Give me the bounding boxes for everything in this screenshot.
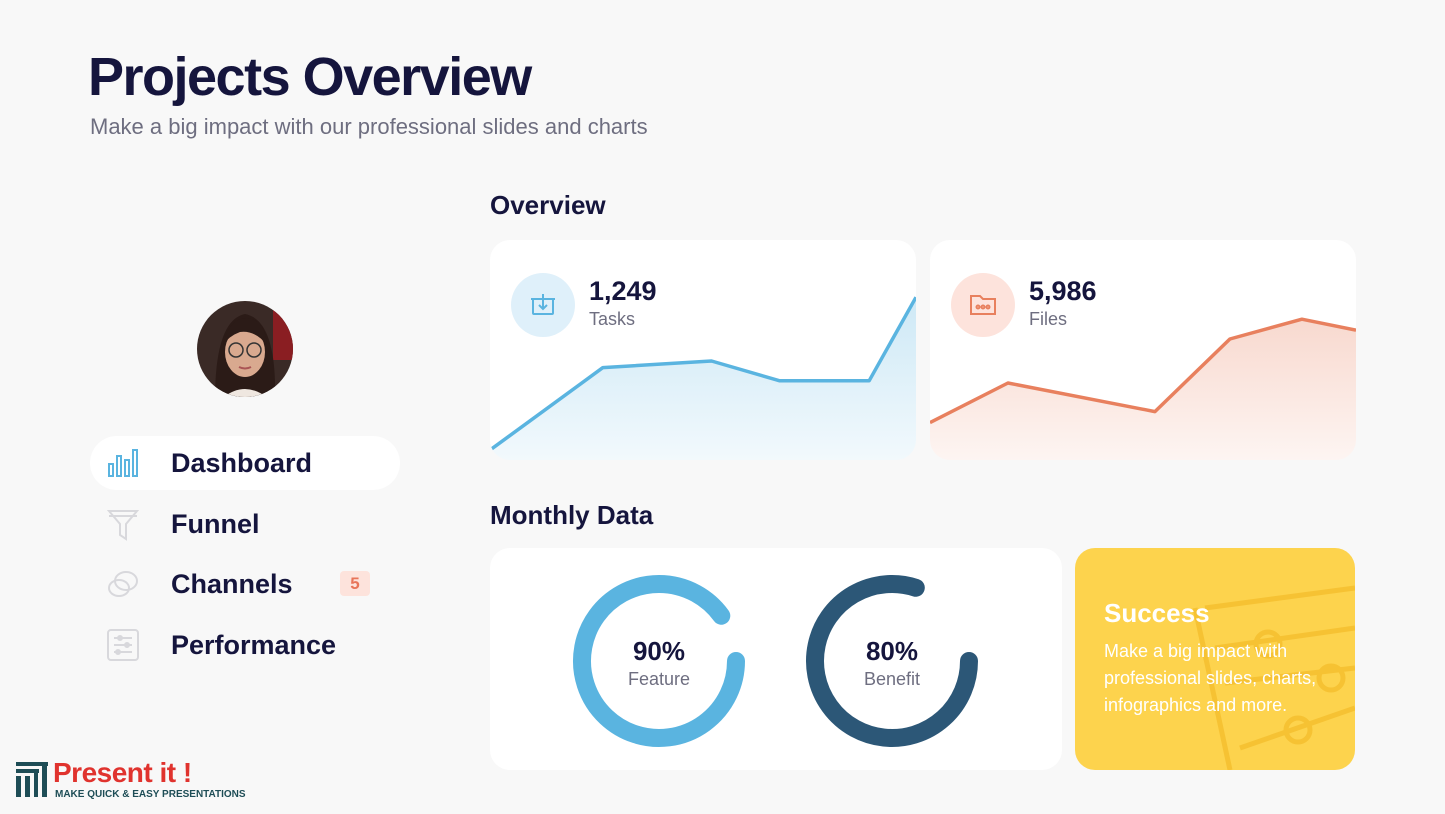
stat-label: Tasks	[589, 309, 636, 329]
menu-icon	[108, 571, 138, 597]
menu-label: Performance	[171, 629, 337, 660]
card-icon	[970, 295, 996, 315]
decoration	[1192, 585, 1355, 770]
page-subtitle: Make a big impact with our professional …	[90, 114, 648, 139]
menu-icon	[108, 449, 138, 477]
brand-logo	[16, 762, 48, 797]
stat-card: 1,249 Tasks	[490, 240, 916, 460]
brand-tagline: MAKE QUICK & EASY PRESENTATIONS	[55, 789, 246, 800]
success-card: Success Make a big impact with professio…	[1075, 548, 1355, 770]
avatar	[197, 301, 293, 397]
success-title: Success	[1104, 598, 1210, 628]
stat-label: Files	[1029, 309, 1068, 329]
trend-line	[930, 317, 1356, 425]
trend-area	[490, 297, 916, 460]
trend-area	[930, 319, 1356, 460]
success-text: Make a big impact with professional slid…	[1104, 641, 1317, 715]
trend-line	[490, 296, 916, 452]
stat-value: 1,249	[589, 276, 657, 306]
brand-name: Present it !	[53, 757, 192, 788]
menu-item[interactable]: Performance	[90, 618, 400, 672]
badge: 5	[340, 571, 370, 596]
card-icon	[531, 294, 555, 315]
gauge-card: 90% Feature 80% Benefit	[490, 548, 1062, 770]
gauge-label: Feature	[628, 669, 690, 689]
section-title: Overview	[490, 190, 606, 220]
menu-item[interactable]: Dashboard	[90, 436, 400, 490]
gauge-value: 80%	[866, 636, 918, 666]
menu-label: Channels	[171, 569, 293, 599]
gauge-arc	[806, 575, 978, 747]
menu-label: Dashboard	[171, 448, 313, 478]
trend-chart	[490, 273, 916, 460]
menu-label: Funnel	[171, 508, 260, 539]
gauge-label: Benefit	[864, 669, 920, 689]
menu-item[interactable]: Funnel	[90, 497, 400, 551]
gauge-value: 90%	[633, 636, 685, 666]
stat-value: 5,986	[1029, 276, 1097, 306]
page-title: Projects Overview	[88, 47, 532, 107]
gauge-arc	[573, 575, 745, 747]
stat-card: 5,986 Files	[930, 240, 1356, 460]
section-title: Monthly Data	[490, 500, 654, 530]
gauges: 90% Feature 80% Benefit	[573, 575, 978, 747]
menu-icon	[106, 509, 140, 541]
trend-chart	[930, 273, 1356, 460]
menu-icon	[107, 628, 139, 661]
menu-item[interactable]: Channels 5	[90, 557, 400, 611]
